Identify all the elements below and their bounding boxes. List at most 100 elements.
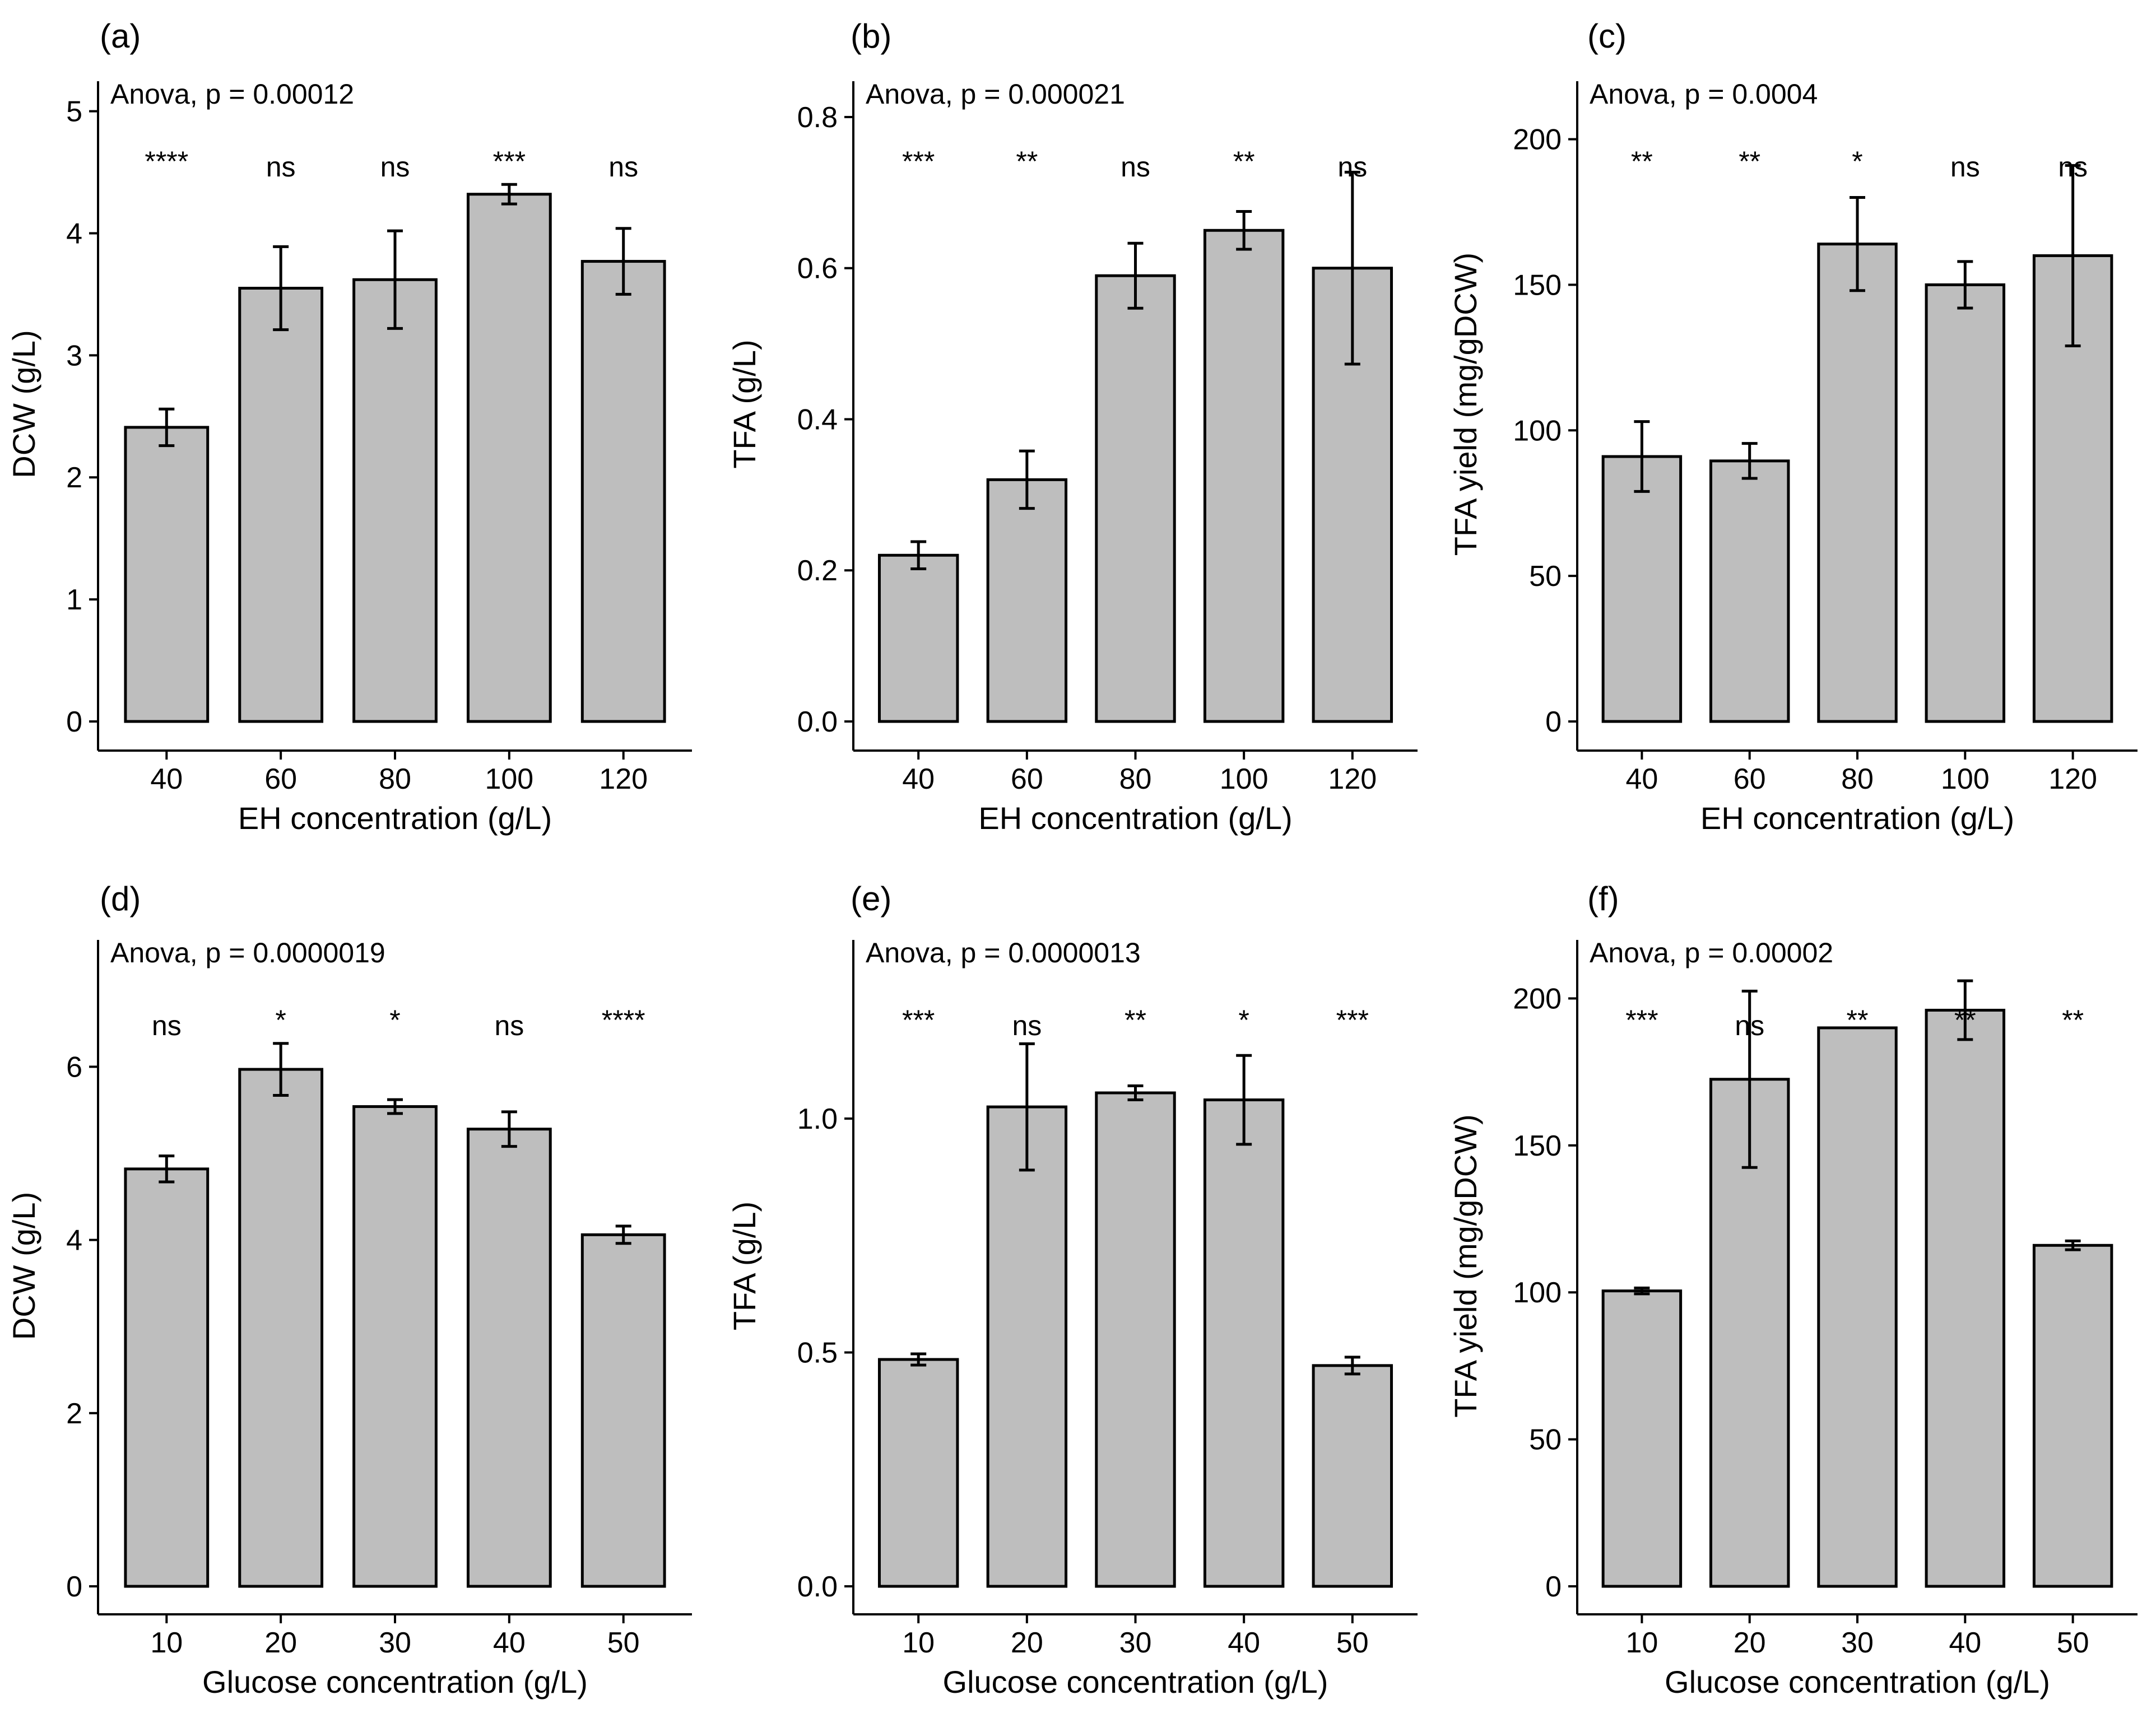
anova-label: Anova, p = 0.00012 (110, 78, 354, 110)
bar (1095, 1091, 1176, 1588)
significance-label: *** (902, 146, 935, 177)
y-tick-label: 0.4 (797, 403, 838, 436)
y-axis-title: TFA yield (mg/gDCW) (1448, 253, 1483, 556)
significance-label: ns (2058, 151, 2088, 183)
y-tick-label: 0.0 (797, 1571, 838, 1603)
significance-label: ns (494, 1010, 524, 1041)
bar (986, 478, 1068, 723)
x-axis-title: EH concentration (g/L) (1700, 800, 2014, 836)
significance-label: ** (1954, 1004, 1976, 1036)
significance-label: ns (608, 151, 638, 183)
y-tick-label: 0 (66, 706, 82, 738)
y-tick-label: 3 (66, 339, 82, 372)
significance-label: *** (1336, 1004, 1369, 1036)
x-tick-label: 80 (379, 763, 411, 795)
y-tick-label: 150 (1513, 1130, 1562, 1162)
bar (1709, 459, 1790, 723)
bar (580, 260, 666, 723)
anova-label: Anova, p = 0.0000013 (866, 937, 1141, 968)
panel-b: (b) 0.0 0.2 0.4 0.6 0.8 40 *** 60 ** 80 ns 100 ** 120 n… (727, 17, 1418, 836)
x-tick-label: 40 (1228, 1627, 1260, 1659)
bar (1817, 1026, 1898, 1588)
panel-label: (c) (1587, 17, 1627, 55)
y-tick-label: 0.2 (797, 555, 838, 587)
panel-c: (c) 0 50 100 150 200 40 ** 60 ** 80 * 100 ns 120 ns Anov… (1448, 17, 2138, 836)
significance-label: * (389, 1004, 400, 1036)
significance-label: * (275, 1004, 286, 1036)
x-tick-label: 40 (1949, 1627, 1981, 1659)
x-tick-label: 10 (1625, 1627, 1658, 1659)
significance-label: ns (1337, 151, 1367, 183)
x-tick-label: 40 (493, 1627, 526, 1659)
bar (877, 1358, 959, 1588)
y-tick-label: 0.8 (797, 101, 838, 134)
panel-d: (d) 0 2 4 6 10 ns 20 * 30 * 40 ns 50 **** Anova, p = 0.… (6, 880, 692, 1699)
x-tick-label: 10 (150, 1627, 183, 1659)
bar (1095, 274, 1176, 723)
y-tick-label: 0.0 (797, 706, 838, 738)
x-axis-title: EH concentration (g/L) (978, 800, 1292, 836)
significance-label: *** (493, 146, 526, 177)
x-tick-label: 30 (1119, 1627, 1152, 1659)
bar (2032, 1244, 2113, 1588)
anova-label: Anova, p = 0.000021 (866, 78, 1125, 110)
x-tick-label: 40 (902, 763, 935, 795)
y-tick-label: 1 (66, 584, 82, 616)
y-tick-label: 200 (1513, 982, 1562, 1015)
significance-label: ns (152, 1010, 182, 1041)
y-axis-title: DCW (g/L) (6, 330, 41, 478)
x-tick-label: 60 (1011, 763, 1043, 795)
anova-label: Anova, p = 0.0000019 (110, 937, 385, 968)
y-tick-label: 6 (66, 1051, 82, 1083)
y-tick-label: 50 (1529, 1424, 1562, 1456)
panel-e: (e) 0.0 0.5 1.0 10 *** 20 ns 30 ** 40 * 50 *** Anova, … (727, 880, 1418, 1699)
bar (238, 1068, 324, 1588)
bar (352, 1105, 438, 1588)
y-tick-label: 1.0 (797, 1103, 838, 1135)
x-tick-label: 120 (1328, 763, 1377, 795)
y-axis-title: TFA (g/L) (727, 339, 762, 468)
y-axis-title: TFA (g/L) (727, 1202, 762, 1330)
y-axis-title: TFA yield (mg/gDCW) (1448, 1114, 1483, 1417)
bar (1925, 1008, 2006, 1588)
x-tick-label: 60 (264, 763, 297, 795)
x-tick-label: 100 (1220, 763, 1268, 795)
x-tick-label: 120 (599, 763, 648, 795)
y-axis-title: DCW (g/L) (6, 1192, 41, 1340)
significance-label: ** (1631, 146, 1653, 177)
significance-label: **** (145, 146, 188, 177)
significance-label: **** (602, 1004, 645, 1036)
x-tick-label: 20 (1734, 1627, 1766, 1659)
significance-label: ** (2062, 1004, 2084, 1036)
x-axis-title: EH concentration (g/L) (238, 800, 552, 836)
significance-label: *** (902, 1004, 935, 1036)
x-tick-label: 20 (264, 1627, 297, 1659)
x-axis-title: Glucose concentration (g/L) (202, 1664, 588, 1699)
bar (1817, 243, 1898, 723)
x-tick-label: 50 (2057, 1627, 2089, 1659)
x-tick-label: 10 (902, 1627, 935, 1659)
x-axis-title: Glucose concentration (g/L) (1665, 1664, 2050, 1699)
y-tick-label: 0 (1545, 1571, 1562, 1603)
panel-label: (d) (100, 880, 141, 918)
x-tick-label: 40 (150, 763, 183, 795)
significance-label: ** (1125, 1004, 1146, 1036)
bar (466, 193, 552, 723)
anova-label: Anova, p = 0.0004 (1590, 78, 1818, 110)
bar (986, 1105, 1068, 1588)
significance-label: ns (266, 151, 296, 183)
bar (352, 278, 438, 723)
x-tick-label: 30 (1841, 1627, 1874, 1659)
y-tick-label: 4 (66, 217, 82, 250)
panel-label: (f) (1587, 880, 1619, 918)
y-tick-label: 4 (66, 1224, 82, 1257)
panel-a: (a) 0 1 2 3 4 5 40 **** 60 ns 80 ns 100 *** 120 ns Anova,… (6, 17, 692, 836)
panel-f: (f) 0 50 100 150 200 10 *** 20 ns 30 ** 40 ** 50 ** Anov… (1448, 880, 2138, 1699)
x-tick-label: 40 (1625, 763, 1658, 795)
panel-label: (a) (100, 17, 141, 55)
x-tick-label: 120 (2048, 763, 2097, 795)
y-tick-label: 0.6 (797, 253, 838, 285)
bar (124, 426, 210, 723)
panel-label: (e) (851, 880, 891, 918)
